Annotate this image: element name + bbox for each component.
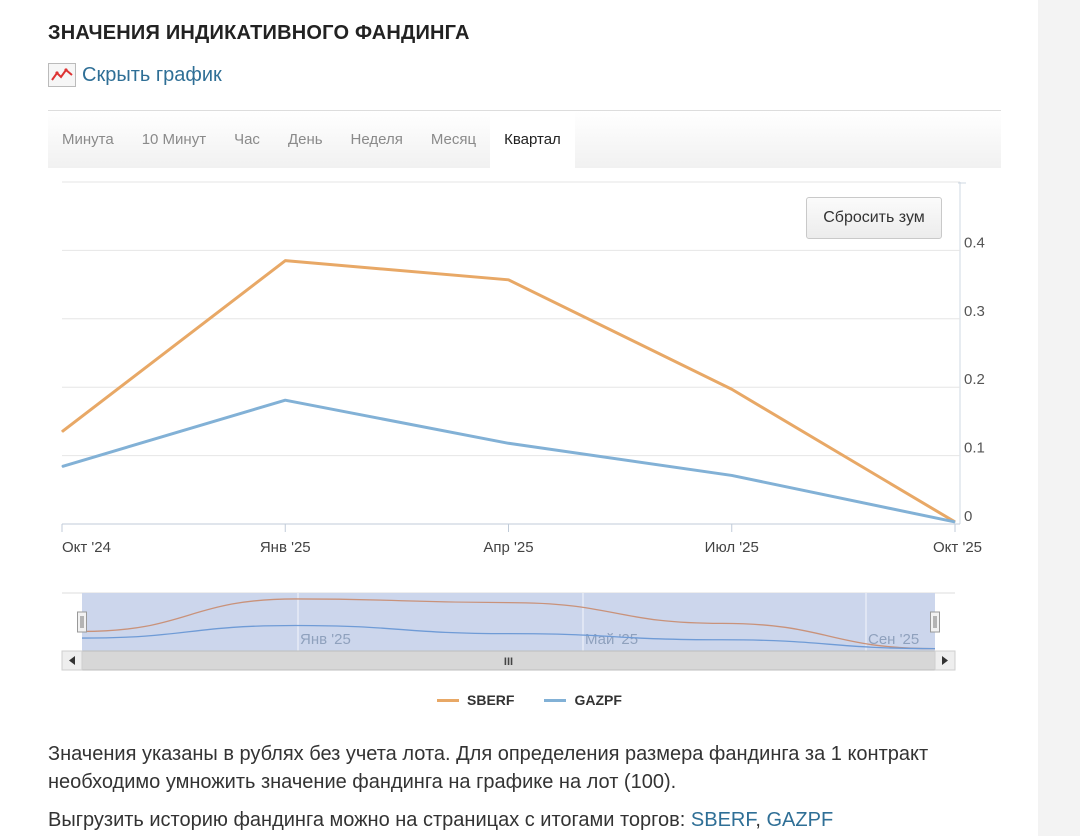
legend-item-sberf[interactable]: SBERF <box>437 692 514 708</box>
point-gazpf-4 <box>954 521 956 523</box>
tab-5[interactable]: Месяц <box>430 131 477 148</box>
tab-6[interactable]: Квартал <box>490 111 575 168</box>
navigator-label-0: Янв '25 <box>300 631 351 648</box>
tab-1[interactable]: 10 Минут <box>141 131 207 148</box>
handle-body-1 <box>930 611 940 633</box>
legend-item-gazpf[interactable]: GAZPF <box>544 692 622 708</box>
hide-chart-toggle[interactable]: Скрыть график <box>48 63 222 87</box>
x-tick-label-3: Июл '25 <box>705 539 759 556</box>
chart-legend: SBERF GAZPF <box>437 692 652 708</box>
point-sberf-3 <box>731 388 733 390</box>
navigator-series-sberf <box>81 598 936 650</box>
chart-icon <box>48 63 76 87</box>
tab-2[interactable]: Час <box>234 131 260 148</box>
tab-3[interactable]: День <box>287 131 323 148</box>
legend-swatch <box>437 698 459 702</box>
period-tabs: Минута 10 Минут Час День Неделя Месяц Квартал <box>48 110 1001 168</box>
navigator-label-1: Май '25 <box>585 631 638 648</box>
point-sberf-0 <box>61 431 63 433</box>
funding-note: Значения указаны в рублях без учета лота… <box>48 743 929 793</box>
navigator-left-handle[interactable] <box>77 611 87 633</box>
handle-body-0 <box>77 611 87 633</box>
page-side-band <box>1038 0 1080 836</box>
y-tick-label-4: 0.4 <box>964 234 985 251</box>
navigator-series-gazpf <box>81 624 936 650</box>
x-tick-label-2: Апр '25 <box>483 539 533 556</box>
series-line-gazpf <box>61 398 956 524</box>
reset-zoom-button[interactable]: Сбросить зум <box>806 197 942 239</box>
sberf-link[interactable]: SBERF <box>690 809 756 831</box>
tab-0[interactable]: Минута <box>62 131 114 148</box>
legend-label: SBERF <box>467 692 515 708</box>
point-gazpf-2 <box>508 442 509 444</box>
link-separator: , <box>755 809 767 831</box>
legend-swatch <box>544 698 567 702</box>
point-gazpf-0 <box>61 466 63 468</box>
y-tick-label-0: 0 <box>964 508 972 525</box>
x-tick-label-4: Окт '25 <box>933 539 982 556</box>
funding-chart: 0 0.1 0.2 0.3 0.4 Окт '24 Янв '25 Апр '25 Июл '2… <box>61 181 985 671</box>
export-note: Выгрузить историю фандинга можно на стра… <box>48 806 833 834</box>
point-sberf-2 <box>508 279 509 281</box>
x-tick-label-1: Янв '25 <box>260 539 311 556</box>
point-gazpf-1 <box>284 399 286 401</box>
navigator-right-handle[interactable] <box>930 611 940 633</box>
series-line-sberf <box>61 259 956 524</box>
x-tick-label-0: Окт '24 <box>62 539 111 556</box>
y-tick-label-1: 0.1 <box>964 440 985 457</box>
point-gazpf-3 <box>731 474 733 476</box>
point-sberf-1 <box>284 260 286 262</box>
export-note-text: Выгрузить историю фандинга можно на стра… <box>48 809 691 831</box>
scroll-right-arrow-icon <box>942 656 948 665</box>
navigator-label-2: Сен '25 <box>868 631 919 648</box>
tab-4[interactable]: Неделя <box>350 131 403 148</box>
page-title: ЗНАЧЕНИЯ ИНДИКАТИВНОГО ФАНДИНГА <box>48 22 470 44</box>
y-tick-label-2: 0.2 <box>964 371 985 388</box>
legend-label: GAZPF <box>574 692 622 708</box>
scrollbar-grip: III <box>504 656 513 668</box>
gazpf-link[interactable]: GAZPF <box>766 809 834 831</box>
hide-chart-link[interactable]: Скрыть график <box>82 63 222 86</box>
scroll-left-arrow-icon <box>69 656 75 665</box>
y-tick-label-3: 0.3 <box>964 303 985 320</box>
